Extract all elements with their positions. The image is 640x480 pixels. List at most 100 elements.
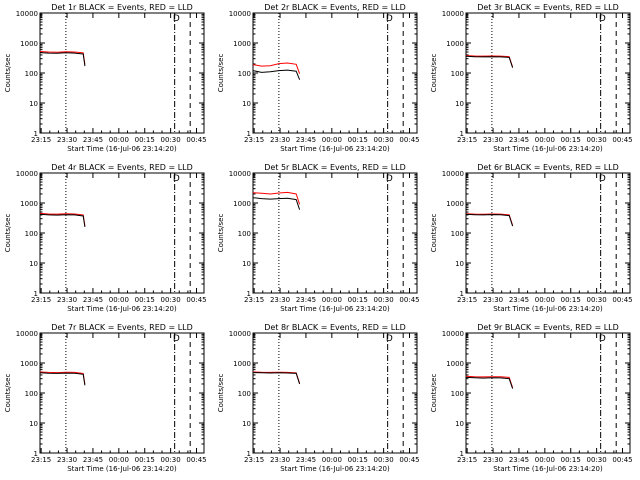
y-tick-label: 100 xyxy=(451,70,464,78)
x-tick-label: 00:15 xyxy=(561,136,581,144)
y-tick-label: 1 xyxy=(34,130,38,138)
x-tick-label: 00:45 xyxy=(186,296,206,304)
x-tick-label: 00:15 xyxy=(348,456,368,464)
y-tick-label: 10000 xyxy=(442,330,464,338)
series-line-events xyxy=(252,197,301,210)
x-tick-label: 00:30 xyxy=(161,296,181,304)
plot-frame xyxy=(39,172,205,294)
y-tick-label: 1000 xyxy=(20,360,38,368)
series-line-events xyxy=(252,372,301,385)
x-tick-label: 00:45 xyxy=(399,296,419,304)
x-tick-label: 00:30 xyxy=(587,296,607,304)
series-line-events xyxy=(39,213,86,227)
plot-frame xyxy=(39,332,205,454)
series-line-lld xyxy=(39,51,86,65)
x-tick-label: 00:15 xyxy=(561,296,581,304)
panel-title: Det 3r BLACK = Events, RED = LLD xyxy=(477,3,619,12)
y-tick-label: 1000 xyxy=(233,360,251,368)
panel-det-2: Det 2r BLACK = Events, RED = LLD 1 10 100 10… xyxy=(217,3,420,153)
y-axis-label: Counts/sec xyxy=(217,374,225,413)
plot-frame xyxy=(465,12,631,134)
x-tick-label: 23:45 xyxy=(296,456,316,464)
x-axis-label: Start Time (16-Jul-06 23:14:20) xyxy=(280,465,390,473)
series-line-events xyxy=(465,213,514,227)
panel-title: Det 2r BLACK = Events, RED = LLD xyxy=(264,3,406,12)
y-axis-label: Counts/sec xyxy=(430,374,438,413)
x-tick-label: 23:45 xyxy=(83,136,103,144)
y-tick-label: 1000 xyxy=(446,360,464,368)
marker-label: D xyxy=(599,14,606,24)
series-line-events xyxy=(465,376,514,389)
x-tick-label: 00:30 xyxy=(161,136,181,144)
x-tick-label: 23:15 xyxy=(31,456,51,464)
panel-title: Det 4r BLACK = Events, RED = LLD xyxy=(51,163,193,172)
panel-det-9: Det 9r BLACK = Events, RED = LLD 1 10 100 10… xyxy=(430,323,633,473)
series-line-events xyxy=(252,69,301,80)
x-axis-label: Start Time (16-Jul-06 23:14:20) xyxy=(493,305,603,313)
panel-det-5: Det 5r BLACK = Events, RED = LLD 1 10 100 10… xyxy=(217,163,420,313)
x-tick-label: 00:45 xyxy=(612,456,632,464)
y-tick-label: 1000 xyxy=(20,40,38,48)
y-tick-label: 100 xyxy=(451,230,464,238)
x-tick-label: 23:15 xyxy=(31,136,51,144)
series-line-lld xyxy=(465,375,514,388)
plot-frame xyxy=(465,172,631,294)
series-line-lld xyxy=(465,55,514,68)
plot-frame xyxy=(465,332,631,454)
y-tick-label: 10000 xyxy=(229,10,251,18)
panel-title: Det 8r BLACK = Events, RED = LLD xyxy=(264,323,406,332)
x-tick-label: 23:30 xyxy=(270,136,290,144)
y-tick-label: 1 xyxy=(34,450,38,458)
x-tick-label: 00:45 xyxy=(186,456,206,464)
y-tick-label: 100 xyxy=(25,70,38,78)
x-tick-label: 00:00 xyxy=(535,136,555,144)
y-tick-label: 1 xyxy=(460,290,464,298)
series-line-events xyxy=(39,52,86,67)
series-line-events xyxy=(39,372,86,386)
y-tick-label: 1000 xyxy=(446,200,464,208)
marker-label: D xyxy=(173,14,180,24)
x-tick-label: 23:15 xyxy=(457,136,477,144)
x-tick-label: 23:45 xyxy=(83,456,103,464)
marker-label: D xyxy=(599,334,606,344)
x-tick-label: 00:15 xyxy=(135,296,155,304)
x-tick-label: 23:45 xyxy=(296,296,316,304)
series-line-lld xyxy=(39,212,86,226)
plot-frame xyxy=(39,12,205,134)
marker-label: D xyxy=(173,174,180,184)
x-tick-label: 00:00 xyxy=(109,296,129,304)
series-line-lld xyxy=(252,191,301,205)
marker-label: D xyxy=(599,174,606,184)
x-tick-label: 23:30 xyxy=(483,456,503,464)
y-tick-label: 1 xyxy=(247,290,251,298)
marker-label: D xyxy=(386,334,393,344)
y-tick-label: 10 xyxy=(455,420,464,428)
y-tick-label: 10000 xyxy=(442,170,464,178)
x-axis-label: Start Time (16-Jul-06 23:14:20) xyxy=(493,465,603,473)
x-tick-label: 00:15 xyxy=(348,136,368,144)
series-line-lld xyxy=(465,213,514,226)
y-tick-label: 100 xyxy=(238,390,251,398)
x-tick-label: 00:00 xyxy=(109,136,129,144)
y-tick-label: 100 xyxy=(451,390,464,398)
x-tick-label: 23:30 xyxy=(57,456,77,464)
y-axis-label: Counts/sec xyxy=(4,214,12,253)
y-tick-label: 10000 xyxy=(229,170,251,178)
y-tick-label: 1000 xyxy=(233,40,251,48)
y-tick-label: 10 xyxy=(242,100,251,108)
x-tick-label: 00:30 xyxy=(161,456,181,464)
x-tick-label: 00:45 xyxy=(186,136,206,144)
y-tick-label: 1 xyxy=(247,450,251,458)
y-axis-label: Counts/sec xyxy=(217,214,225,253)
x-tick-label: 00:00 xyxy=(322,136,342,144)
series-line-events xyxy=(465,55,514,68)
x-axis-label: Start Time (16-Jul-06 23:14:20) xyxy=(493,145,603,153)
x-axis-label: Start Time (16-Jul-06 23:14:20) xyxy=(280,305,390,313)
panel-det-6: Det 6r BLACK = Events, RED = LLD 1 10 100 10… xyxy=(430,163,633,313)
x-tick-label: 23:15 xyxy=(244,456,264,464)
panel-det-8: Det 8r BLACK = Events, RED = LLD 1 10 100 10… xyxy=(217,323,420,473)
x-tick-label: 23:30 xyxy=(270,296,290,304)
marker-label: D xyxy=(386,14,393,24)
x-tick-label: 00:15 xyxy=(348,296,368,304)
